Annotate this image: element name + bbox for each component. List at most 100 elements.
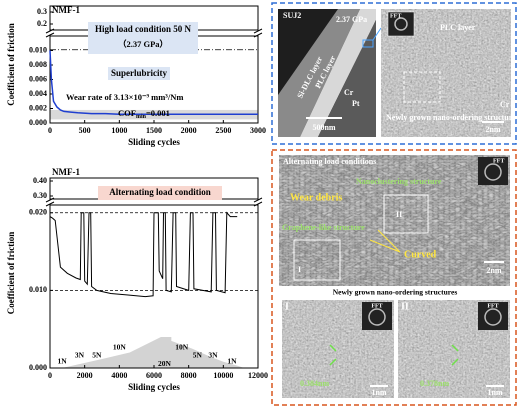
region-label: I bbox=[298, 265, 301, 274]
chart: 0 2000 4000 6000 8000 10000 12000 0.000 0.010 0.0… bbox=[6, 167, 268, 392]
region-label: II bbox=[396, 210, 402, 219]
y-tick-label: 0.40 bbox=[33, 176, 47, 185]
spacing-label: 0.378nm bbox=[420, 379, 449, 388]
debris-label: Wear debris bbox=[290, 192, 342, 203]
annotation: Alternating load condition bbox=[109, 187, 211, 197]
fft-label: FFT bbox=[371, 303, 382, 309]
load-label: 3N bbox=[75, 350, 85, 359]
data-line bbox=[49, 50, 258, 116]
panel-border bbox=[271, 149, 517, 406]
scale-label: 2nm bbox=[486, 266, 501, 275]
x-tick-label: 500 bbox=[79, 126, 91, 135]
axis-break bbox=[45, 28, 55, 38]
fft-label: FFT bbox=[390, 13, 401, 19]
x-tick-label: 6000 bbox=[146, 371, 162, 380]
load-label: 10N bbox=[113, 343, 127, 352]
data-line bbox=[49, 211, 238, 298]
x-tick-label: 8000 bbox=[181, 371, 197, 380]
load-label: 5N bbox=[92, 350, 102, 359]
y-tick-label: 0.000 bbox=[29, 118, 47, 127]
spacing-label: 0.384nm bbox=[300, 379, 329, 388]
axis-break bbox=[253, 28, 263, 38]
y-tick-label: 0.004 bbox=[29, 89, 47, 98]
load-label: 3N bbox=[208, 350, 218, 359]
load-profile bbox=[62, 336, 245, 368]
curved-label: Curved bbox=[404, 249, 437, 260]
y-tick-label: 0.020 bbox=[29, 208, 47, 217]
scale-label: 500nm bbox=[312, 123, 335, 132]
hrtem-top-image: FFT PLC layer Newly grown nano-ordering … bbox=[381, 9, 516, 137]
y-tick-label: 0.002 bbox=[29, 103, 47, 112]
cr-label: Cr bbox=[344, 88, 354, 97]
annotation-box bbox=[88, 22, 198, 54]
y-tick-label: 0.010 bbox=[29, 45, 47, 54]
annotation-box bbox=[98, 186, 222, 200]
fft-label: FFT bbox=[493, 158, 504, 164]
y-tick-label: 0.3 bbox=[37, 7, 47, 16]
y-axis-label: Coefficient of friction bbox=[6, 23, 16, 105]
x-axis-label: Sliding cycles bbox=[128, 382, 180, 392]
x-tick-label: 10000 bbox=[213, 371, 233, 380]
load-label: 1N bbox=[58, 357, 68, 366]
region-label: I bbox=[285, 301, 289, 312]
annotation: Superlubricity bbox=[111, 68, 168, 78]
y-tick-label: 0.000 bbox=[29, 363, 47, 372]
axis-break bbox=[253, 197, 263, 207]
cr-label: Cr bbox=[500, 100, 510, 109]
load-label: 20N bbox=[158, 359, 172, 368]
chart-title: NMF-1 bbox=[52, 5, 80, 15]
region-label: II bbox=[401, 301, 409, 312]
zoom-title: Newly grown nano-ordering structures bbox=[333, 288, 458, 297]
load-label: 5N bbox=[193, 350, 203, 359]
scale-label: 2nm bbox=[485, 125, 500, 134]
charts: 0 500 1000 1500 2000 2500 3000 0.000 0.002 0.004 0… bbox=[6, 5, 268, 392]
pt-label: Pt bbox=[352, 99, 360, 108]
scale-label: 1nm bbox=[487, 388, 502, 397]
y-tick-label: 0.010 bbox=[29, 285, 47, 294]
y-tick-label: 0.006 bbox=[29, 74, 47, 83]
image-title: Alternating load conditions bbox=[283, 157, 376, 166]
x-tick-label: 12000 bbox=[248, 371, 268, 380]
substrate-label: SUJ2 bbox=[283, 11, 301, 20]
fft-label: FFT bbox=[487, 303, 498, 309]
zoom-connector bbox=[372, 27, 382, 41]
layer-label: PLC layer bbox=[440, 23, 476, 32]
y-tick-label: 0.008 bbox=[29, 60, 47, 69]
cross-section-image: SUJ2 2.37 GPa Si-DLC layer PLC layer Cr … bbox=[278, 9, 376, 137]
chart-title: NMF-1 bbox=[52, 167, 80, 177]
hrtem-bottom-image: Alternating load conditions FFT Nanoclus… bbox=[279, 155, 510, 286]
x-tick-label: 1500 bbox=[146, 126, 162, 135]
y-tick-label: 0.30 bbox=[33, 191, 47, 200]
graphene-label: Graphene-like structure bbox=[282, 223, 365, 232]
zoom-image: II FFT 0.378nm 1nm bbox=[398, 300, 510, 398]
panel-border bbox=[271, 2, 517, 145]
load-label: 1N bbox=[227, 357, 237, 366]
x-tick-label: 4000 bbox=[111, 371, 127, 380]
annotation-part: min bbox=[136, 114, 147, 120]
y-axis-label: Coefficient of friction bbox=[6, 232, 16, 314]
cluster-label: Nanoclustering structure bbox=[356, 177, 442, 186]
x-tick-label: 0 bbox=[48, 371, 52, 380]
x-tick-label: 2500 bbox=[215, 126, 231, 135]
annotation-box bbox=[108, 67, 170, 80]
annotation: High load condition 50 N bbox=[95, 24, 192, 34]
scale-label: 1nm bbox=[371, 388, 386, 397]
zoom-image: I FFT 0.384nm 1nm bbox=[282, 300, 394, 398]
annotation-part: =0.001 bbox=[146, 108, 170, 118]
x-tick-label: 2000 bbox=[181, 126, 197, 135]
x-tick-label: 0 bbox=[48, 126, 52, 135]
annotation: （2.37 GPa） bbox=[118, 39, 168, 49]
annotation: COFmin=0.001 bbox=[118, 108, 170, 120]
pressure-label: 2.37 GPa bbox=[336, 15, 367, 24]
x-tick-label: 3000 bbox=[250, 126, 266, 135]
x-axis-label: Sliding cycles bbox=[128, 137, 180, 147]
y-tick-label: 0.2 bbox=[37, 19, 47, 28]
load-label: 10N bbox=[175, 343, 189, 352]
annotation: Wear rate of 3.13×10⁻⁹ mm³/Nm bbox=[66, 92, 183, 102]
annotation-part: COF bbox=[118, 108, 136, 118]
chart: 0 500 1000 1500 2000 2500 3000 0.000 0.002 0.004 0… bbox=[6, 5, 266, 147]
axis-break bbox=[45, 197, 55, 207]
x-tick-label: 2000 bbox=[77, 371, 93, 380]
structure-label: Newly grown nano-ordering structure bbox=[386, 113, 516, 122]
